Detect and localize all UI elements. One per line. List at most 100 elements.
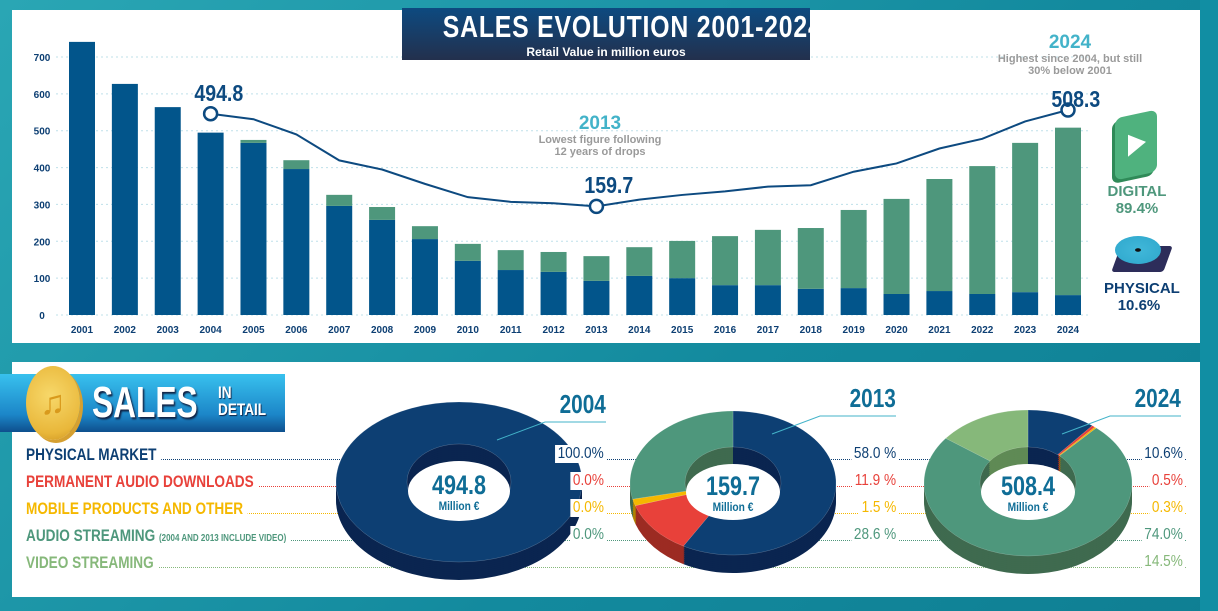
y-tick-label: 500 [34, 127, 51, 138]
dotted-leader [26, 486, 1186, 487]
bar-digital-2015 [669, 240, 696, 279]
bar-physical-2016 [712, 285, 739, 315]
pct-2024: 10.6% [1141, 445, 1185, 463]
legend-row: AUDIO STREAMING (2004 AND 2013 INCLUDE V… [26, 526, 1186, 546]
bar-physical-2023 [1012, 292, 1039, 315]
bar-physical-2021 [926, 291, 953, 315]
donut-center-2004: 494.8 Million € [409, 470, 509, 514]
bar-physical-2007 [326, 205, 353, 315]
donut-year-2004: 2004 [559, 389, 606, 419]
bar-digital-2021 [926, 178, 953, 292]
x-tick-label: 2008 [371, 325, 394, 336]
line-marker-2004 [202, 105, 219, 122]
chart-subtitle: Retail Value in million euros [526, 45, 686, 59]
pct-2024: 0.3% [1148, 499, 1185, 517]
line-marker-2024 [1060, 102, 1076, 118]
bar-physical-2014 [626, 275, 653, 315]
pct-2004: 0.0% [569, 526, 606, 544]
donut-year-leader [771, 415, 896, 435]
donut-center-2013: 159.7 Million € [683, 471, 783, 515]
donut-year-2024: 2024 [1134, 383, 1181, 413]
dotted-leader [26, 513, 1186, 514]
legend-label: PHYSICAL MARKET [26, 445, 162, 465]
donut-year-2013: 2013 [849, 383, 896, 413]
donut-hole-2004 [408, 461, 510, 521]
pct-2024: 74.0% [1141, 526, 1185, 544]
x-tick-label: 2012 [542, 325, 565, 336]
bar-digital-2007 [326, 194, 353, 206]
bar-digital-2024 [1055, 127, 1081, 296]
bar-digital-2011 [497, 250, 524, 271]
y-tick-label: 300 [34, 200, 51, 211]
x-tick-label: 2011 [500, 325, 522, 336]
y-tick-label: 100 [34, 274, 51, 285]
annotation-2013-text2: 12 years of drops [554, 146, 646, 158]
x-tick-label: 2006 [285, 325, 308, 336]
digital-share: DIGITAL 89.4% [1102, 183, 1172, 217]
chart-title: SALES EVOLUTION 2001-2024 [442, 9, 823, 44]
line-marker-2013 [588, 198, 605, 215]
pct-2013: 11.9 % [852, 472, 899, 490]
bar-digital-2018 [797, 228, 824, 289]
bar-physical-2022 [969, 293, 996, 315]
digital-pct: 89.4% [1115, 200, 1159, 217]
physical-share: PHYSICAL 10.6% [1104, 280, 1180, 314]
bar-physical-2003 [154, 107, 181, 315]
banner-in-detail: IN DETAIL [218, 384, 266, 418]
dotted-leader [26, 567, 1186, 568]
bar-physical-2008 [369, 219, 396, 315]
dotted-leader [26, 459, 1186, 460]
donut-slice-2024-2 [1058, 426, 1097, 457]
x-tick-label: 2023 [1014, 325, 1037, 336]
x-tick-label: 2001 [71, 325, 94, 336]
donut-total: 494.8 [431, 470, 487, 500]
bar-digital-2012 [540, 251, 567, 272]
dotted-leader [26, 540, 1186, 541]
bar-digital-2016 [712, 236, 739, 286]
donut-unit: Million € [438, 499, 480, 513]
y-tick-label: 700 [34, 53, 51, 64]
legend-label: PERMANENT AUDIO DOWNLOADS [26, 472, 259, 492]
bar-physical-2020 [883, 293, 910, 315]
bar-physical-2004 [197, 132, 224, 315]
x-tick-label: 2018 [800, 325, 823, 336]
donut-total: 508.4 [1000, 471, 1056, 501]
donut-hole-2024 [981, 464, 1075, 520]
annotation-2013: 2013 Lowest figure following 12 years of… [520, 114, 680, 159]
bar-physical-2019 [840, 288, 867, 315]
bar-physical-2009 [411, 239, 438, 315]
bar-physical-2013 [583, 280, 610, 315]
bar-physical-2017 [754, 285, 781, 315]
pct-2004: 0.0% [569, 472, 606, 490]
x-tick-label: 2010 [457, 325, 480, 336]
bar-physical-2024 [1055, 295, 1081, 315]
x-tick-label: 2014 [628, 325, 651, 336]
bar-physical-2002 [111, 83, 138, 315]
y-tick-label: 600 [34, 90, 51, 101]
annotation-2024-text2: 30% below 2001 [1028, 65, 1112, 77]
digital-label: DIGITAL [1107, 183, 1167, 200]
sales-chart: 0 100 200 300 400 500 600 700 2001 2002 2003 2004 20… [34, 41, 1090, 336]
x-tick-label: 2024 [1057, 325, 1080, 336]
pct-2013: 1.5 % [859, 499, 899, 517]
annotation-2024-title: 2024 [1048, 32, 1092, 53]
bar-digital-2010 [454, 243, 481, 261]
category-name: AUDIO STREAMING [26, 526, 156, 545]
bar-digital-2019 [840, 209, 867, 289]
annotation-2004-value: 494.8 [194, 80, 244, 106]
pct-2004: 0.0% [569, 499, 606, 517]
bar-digital-2017 [754, 229, 781, 286]
right-edge-strip [1200, 0, 1218, 611]
x-tick-label: 2013 [585, 325, 608, 336]
bar-digital-2009 [411, 226, 438, 240]
annotation-2013-text1: Lowest figure following [538, 134, 662, 146]
donut-hole-2013 [686, 464, 780, 520]
x-tick-label: 2002 [114, 325, 137, 336]
donut-total: 159.7 [705, 471, 761, 501]
category-name: PHYSICAL MARKET [26, 445, 157, 464]
pct-2004: 100.0% [554, 445, 606, 463]
total-line [210, 109, 1069, 208]
banner-detail: DETAIL [218, 400, 267, 419]
bar-digital-2014 [626, 247, 653, 276]
x-tick-label: 2020 [885, 325, 908, 336]
